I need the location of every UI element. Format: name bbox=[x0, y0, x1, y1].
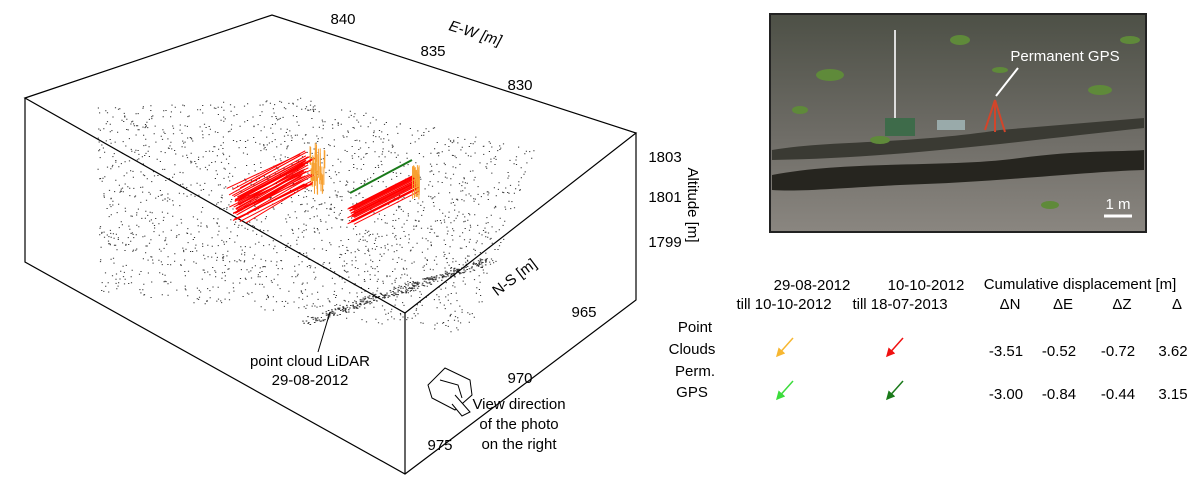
table-title: Cumulative displacement [m] bbox=[984, 276, 1177, 293]
displacement-arrows bbox=[226, 142, 420, 225]
vector bbox=[353, 176, 419, 211]
vector bbox=[347, 175, 413, 210]
vector bbox=[349, 177, 416, 212]
period-header: till 18-07-2013 bbox=[852, 296, 947, 313]
vector bbox=[232, 178, 308, 214]
vector bbox=[352, 174, 418, 209]
row-label: GPS bbox=[676, 384, 708, 401]
legend-arrow bbox=[776, 337, 794, 358]
vector bbox=[228, 154, 301, 196]
vector bbox=[235, 170, 305, 209]
altitude-tick-label: 1801 bbox=[648, 189, 681, 206]
column-header: ΔE bbox=[1053, 296, 1073, 313]
leader-line bbox=[317, 311, 331, 353]
vector bbox=[232, 155, 307, 197]
ew-tick-label: 830 bbox=[507, 77, 532, 94]
table-value: -3.51 bbox=[989, 343, 1023, 360]
vector bbox=[226, 153, 301, 189]
period-header: 29-08-2012 bbox=[774, 277, 851, 294]
vector bbox=[233, 156, 309, 198]
ns-tick-label: 965 bbox=[571, 304, 596, 321]
vector bbox=[350, 187, 417, 222]
legend-arrow bbox=[886, 337, 904, 358]
lidar-annotation: 29-08-2012 bbox=[272, 372, 349, 389]
vector bbox=[239, 183, 313, 223]
table-value: -0.72 bbox=[1101, 343, 1135, 360]
vector bbox=[349, 177, 415, 212]
view-annotation: on the right bbox=[481, 436, 557, 453]
point-cloud bbox=[97, 97, 535, 333]
vector bbox=[350, 179, 416, 214]
view-annotation: of the photo bbox=[479, 416, 558, 433]
view-annotation: View direction bbox=[472, 396, 565, 413]
vector bbox=[349, 159, 413, 194]
row-label: Point bbox=[678, 319, 713, 336]
vector bbox=[236, 160, 306, 198]
vector bbox=[353, 179, 419, 214]
table-value: 3.15 bbox=[1158, 386, 1187, 403]
vector bbox=[351, 181, 418, 216]
vector bbox=[354, 184, 420, 219]
vector bbox=[349, 189, 415, 224]
table-value: -0.44 bbox=[1101, 386, 1135, 403]
altitude-tick-label: 1799 bbox=[648, 234, 681, 251]
legend-arrow bbox=[776, 380, 794, 401]
vector bbox=[347, 184, 413, 219]
ew-axis-label: E-W [m] bbox=[447, 17, 505, 49]
box-3d bbox=[23, 14, 638, 475]
vector bbox=[234, 165, 304, 203]
photo-label: Permanent GPS bbox=[1010, 48, 1119, 65]
column-header: ΔZ bbox=[1112, 296, 1131, 313]
legend-arrow bbox=[886, 380, 904, 401]
ew-tick-label: 840 bbox=[330, 11, 355, 28]
column-header: Δ bbox=[1172, 296, 1182, 313]
legend-arrows bbox=[776, 337, 904, 401]
period-header: till 10-10-2012 bbox=[736, 296, 831, 313]
vector bbox=[229, 169, 304, 208]
vector bbox=[353, 190, 420, 225]
altitude-tick-label: 1803 bbox=[648, 149, 681, 166]
vector bbox=[351, 183, 417, 218]
period-header: 10-10-2012 bbox=[888, 277, 965, 294]
vector bbox=[232, 183, 308, 221]
vector bbox=[353, 183, 419, 218]
cloud-points bbox=[97, 97, 535, 333]
table-value: -0.84 bbox=[1042, 386, 1076, 403]
altitude-axis-label: Altitude [m] bbox=[684, 167, 701, 242]
lidar-annotation: point cloud LiDAR bbox=[250, 353, 370, 370]
table-value: -3.00 bbox=[989, 386, 1023, 403]
vector bbox=[234, 162, 304, 202]
column-header: ΔN bbox=[1000, 296, 1021, 313]
row-label: Clouds bbox=[669, 341, 716, 358]
ns-axis-label: N-S [m] bbox=[489, 255, 540, 299]
camera-icon bbox=[427, 367, 473, 417]
ns-tick-label: 970 bbox=[507, 370, 532, 387]
table-value: -0.52 bbox=[1042, 343, 1076, 360]
row-label: Perm. bbox=[675, 363, 715, 380]
scale-label: 1 m bbox=[1105, 196, 1130, 213]
ew-tick-label: 835 bbox=[420, 43, 445, 60]
ns-tick-label: 975 bbox=[427, 437, 452, 454]
photo bbox=[769, 13, 1147, 233]
table-value: 3.62 bbox=[1158, 343, 1187, 360]
